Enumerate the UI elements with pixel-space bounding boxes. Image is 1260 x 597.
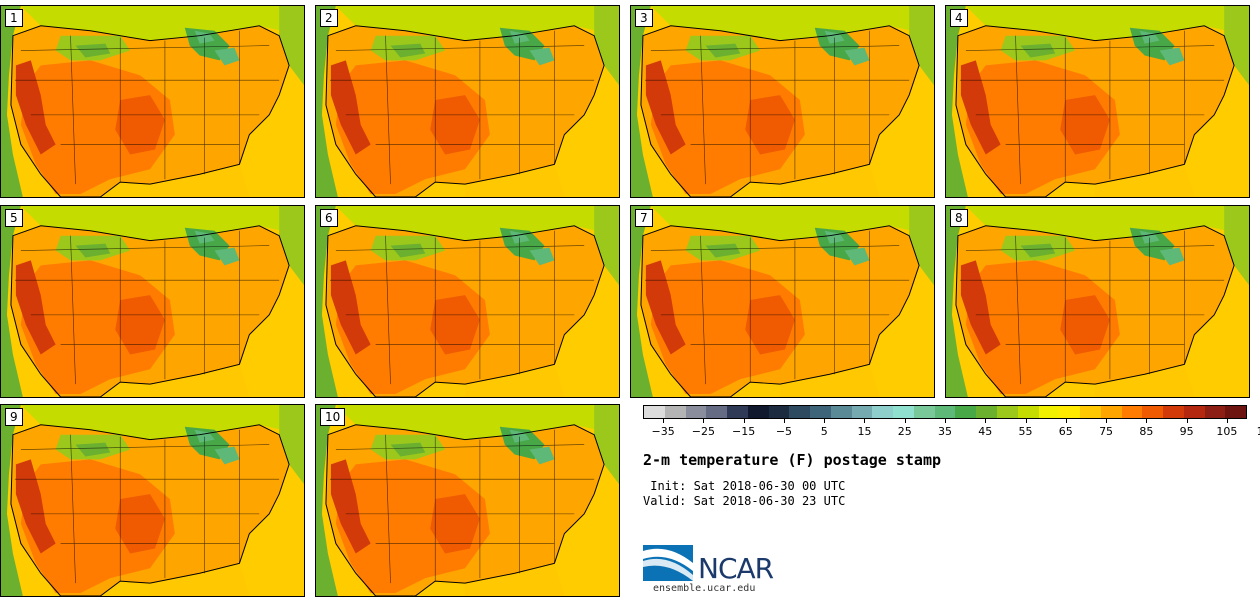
colorbar-ticks: −35 −25 −15 −5 5 15 25 35 45 55 65 75 85 95 105 115 bbox=[643, 419, 1260, 439]
colorbar-tick bbox=[1226, 419, 1228, 423]
colorbar-swatch bbox=[976, 406, 998, 418]
member-label: 10 bbox=[320, 408, 346, 426]
colorbar-tick-label: −15 bbox=[732, 425, 756, 438]
member-map-3: 3 bbox=[630, 5, 935, 198]
colorbar-tick-label: 5 bbox=[820, 425, 828, 438]
member-map-1: 1 bbox=[0, 5, 305, 198]
colorbar-swatch bbox=[955, 406, 977, 418]
colorbar-swatch bbox=[706, 406, 728, 418]
colorbar-swatch bbox=[727, 406, 748, 418]
member-map-6: 6 bbox=[315, 205, 620, 398]
colorbar-swatch bbox=[664, 406, 686, 418]
colorbar-swatch bbox=[830, 406, 852, 418]
colorbar-tick bbox=[904, 419, 906, 423]
colorbar-swatch bbox=[1038, 406, 1060, 418]
colorbar-swatch bbox=[1121, 406, 1143, 418]
colorbar-swatch bbox=[1225, 406, 1247, 418]
colorbar-swatch bbox=[768, 406, 790, 418]
colorbar-tick-label: 115 bbox=[1257, 425, 1260, 438]
temperature-colorbar bbox=[643, 405, 1247, 419]
colorbar-swatch bbox=[1142, 406, 1164, 418]
colorbar-tick-label: −5 bbox=[775, 425, 793, 438]
colorbar-tick-label: 65 bbox=[1058, 425, 1073, 438]
colorbar-swatch bbox=[1183, 406, 1205, 418]
member-label: 6 bbox=[320, 209, 338, 227]
colorbar-tick bbox=[1065, 419, 1067, 423]
figure-title: 2-m temperature (F) postage stamp bbox=[643, 451, 942, 469]
member-map-4: 4 bbox=[945, 5, 1250, 198]
ncar-logo-icon bbox=[643, 545, 693, 581]
colorbar-tick-label: 55 bbox=[1018, 425, 1033, 438]
colorbar-swatch bbox=[851, 406, 873, 418]
member-label: 9 bbox=[5, 408, 23, 426]
colorbar-swatch bbox=[934, 406, 956, 418]
colorbar-tick bbox=[1186, 419, 1188, 423]
colorbar-tick bbox=[1146, 419, 1148, 423]
colorbar-swatch bbox=[1059, 406, 1081, 418]
colorbar-tick-label: 35 bbox=[938, 425, 952, 438]
colorbar-tick bbox=[783, 419, 785, 423]
colorbar-tick-label: 105 bbox=[1216, 425, 1238, 438]
colorbar-swatch bbox=[1100, 406, 1122, 418]
colorbar-tick bbox=[945, 419, 946, 423]
member-label: 1 bbox=[5, 9, 23, 27]
colorbar-swatch bbox=[789, 406, 811, 418]
colorbar-swatch bbox=[997, 406, 1018, 418]
member-label: 2 bbox=[320, 9, 338, 27]
member-map-8: 8 bbox=[945, 205, 1250, 398]
colorbar-tick-label: 95 bbox=[1179, 425, 1194, 438]
colorbar-tick-label: −35 bbox=[651, 425, 675, 438]
colorbar-swatch bbox=[810, 406, 831, 418]
colorbar-tick-label: 75 bbox=[1099, 425, 1114, 438]
member-map-5: 5 bbox=[0, 205, 305, 398]
member-map-9: 9 bbox=[0, 404, 305, 597]
colorbar-swatch bbox=[1017, 406, 1039, 418]
colorbar-tick-label: 25 bbox=[897, 425, 912, 438]
member-label: 5 bbox=[5, 209, 23, 227]
colorbar-tick bbox=[703, 419, 705, 423]
colorbar-tick bbox=[864, 419, 866, 423]
member-map-2: 2 bbox=[315, 5, 620, 198]
colorbar-swatch bbox=[685, 406, 707, 418]
colorbar-tick bbox=[743, 419, 745, 423]
init-time: Init: Sat 2018-06-30 00 UTC bbox=[643, 479, 846, 493]
colorbar-tick bbox=[985, 419, 987, 423]
colorbar-tick bbox=[1025, 419, 1027, 423]
colorbar-swatch bbox=[644, 406, 665, 418]
colorbar-swatch bbox=[1163, 406, 1184, 418]
member-label: 8 bbox=[950, 209, 968, 227]
colorbar-tick-label: 45 bbox=[978, 425, 993, 438]
member-map-10: 10 bbox=[315, 404, 620, 597]
member-label: 7 bbox=[635, 209, 653, 227]
member-label: 4 bbox=[950, 9, 968, 27]
colorbar-tick bbox=[663, 419, 665, 423]
colorbar-tick bbox=[824, 419, 826, 423]
colorbar-swatch bbox=[893, 406, 914, 418]
member-map-7: 7 bbox=[630, 205, 935, 398]
ensemble-url: ensemble.ucar.edu bbox=[653, 583, 756, 594]
valid-time: Valid: Sat 2018-06-30 23 UTC bbox=[643, 494, 846, 508]
colorbar-tick bbox=[1106, 419, 1108, 423]
colorbar-swatch bbox=[913, 406, 935, 418]
colorbar-tick-label: 15 bbox=[857, 425, 872, 438]
colorbar-swatch bbox=[872, 406, 894, 418]
ncar-logo-text: NCAR bbox=[698, 552, 774, 585]
colorbar-tick-label: 85 bbox=[1139, 425, 1154, 438]
member-label: 3 bbox=[635, 9, 653, 27]
colorbar-swatch bbox=[1080, 406, 1101, 418]
colorbar-tick-label: −25 bbox=[691, 425, 715, 438]
colorbar-swatch bbox=[1204, 406, 1226, 418]
colorbar-swatch bbox=[747, 406, 769, 418]
